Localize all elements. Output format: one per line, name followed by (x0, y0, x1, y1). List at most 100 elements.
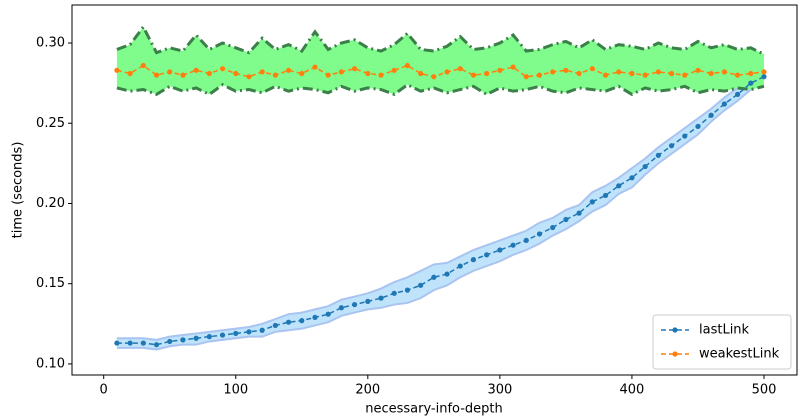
point (444, 271, 450, 277)
y-tick-label: 0.20 (36, 196, 65, 211)
point (695, 67, 701, 73)
point (457, 263, 463, 269)
point (338, 69, 344, 75)
point (114, 340, 120, 346)
point (338, 305, 344, 311)
legend-box (652, 314, 792, 370)
y-axis-label: time (seconds) (11, 142, 26, 239)
point (272, 322, 278, 329)
point (523, 237, 529, 243)
x-tick-label: 200 (355, 383, 380, 398)
point (140, 340, 146, 346)
point (470, 257, 477, 263)
plot (114, 24, 767, 351)
point (510, 242, 516, 248)
band-edge (116, 24, 765, 56)
x-tick-label: 0 (100, 383, 108, 398)
point (642, 72, 648, 78)
point (193, 67, 199, 73)
point (167, 338, 173, 345)
x-tick-label: 300 (487, 383, 512, 398)
point (510, 64, 516, 70)
point (589, 66, 595, 72)
point (299, 70, 305, 77)
point (444, 69, 450, 75)
point (761, 74, 767, 80)
point (682, 133, 688, 139)
point (352, 66, 358, 72)
point (550, 69, 556, 75)
point (708, 112, 714, 118)
point (431, 74, 437, 80)
y-tick-label: 0.30 (36, 36, 65, 51)
series-line (116, 76, 765, 346)
point (708, 70, 714, 77)
point (761, 69, 767, 75)
point (404, 287, 411, 293)
plot-frame (71, 4, 798, 376)
x-tick-label: 500 (752, 383, 777, 398)
point (457, 66, 463, 72)
point (668, 70, 675, 77)
legend-marker (672, 327, 678, 333)
y-tick-label: 0.25 (36, 116, 65, 131)
band-edge (116, 82, 765, 351)
point (391, 67, 397, 73)
point (655, 69, 661, 75)
point (206, 70, 212, 77)
point (616, 183, 622, 189)
x-tick-label: 400 (620, 383, 645, 398)
point (391, 290, 397, 296)
point (629, 175, 635, 181)
point (629, 70, 635, 77)
point (246, 329, 252, 335)
point (246, 74, 252, 80)
point (668, 143, 675, 149)
point (642, 163, 648, 170)
point (153, 72, 160, 78)
point (497, 67, 503, 73)
point (325, 311, 331, 317)
point (114, 67, 120, 73)
point (748, 70, 754, 77)
point (484, 252, 490, 258)
point (404, 62, 411, 69)
legend-label: lastLink (699, 323, 750, 338)
y-tick-label: 0.10 (36, 356, 65, 371)
point (550, 224, 556, 231)
point (272, 72, 278, 78)
point (127, 70, 133, 77)
point (325, 72, 331, 78)
point (352, 301, 358, 308)
point (259, 69, 265, 75)
point (576, 210, 582, 216)
point (378, 295, 384, 301)
point (378, 72, 384, 78)
point (523, 74, 529, 80)
point (285, 319, 292, 325)
point (233, 70, 239, 77)
point (536, 72, 543, 78)
legend-marker (672, 351, 678, 357)
point (312, 314, 318, 320)
point (563, 216, 569, 223)
point (589, 199, 595, 205)
point (695, 123, 701, 130)
point (180, 72, 186, 78)
point (536, 231, 543, 237)
band (116, 26, 764, 95)
point (602, 192, 609, 199)
point (563, 67, 569, 73)
point (140, 62, 146, 69)
point (193, 335, 199, 341)
point (576, 70, 582, 77)
point (233, 330, 239, 337)
point (153, 342, 160, 348)
x-axis-label: necessary-info-depth (365, 402, 503, 417)
point (721, 101, 727, 107)
point (470, 72, 477, 78)
point (259, 327, 265, 333)
point (285, 67, 292, 73)
